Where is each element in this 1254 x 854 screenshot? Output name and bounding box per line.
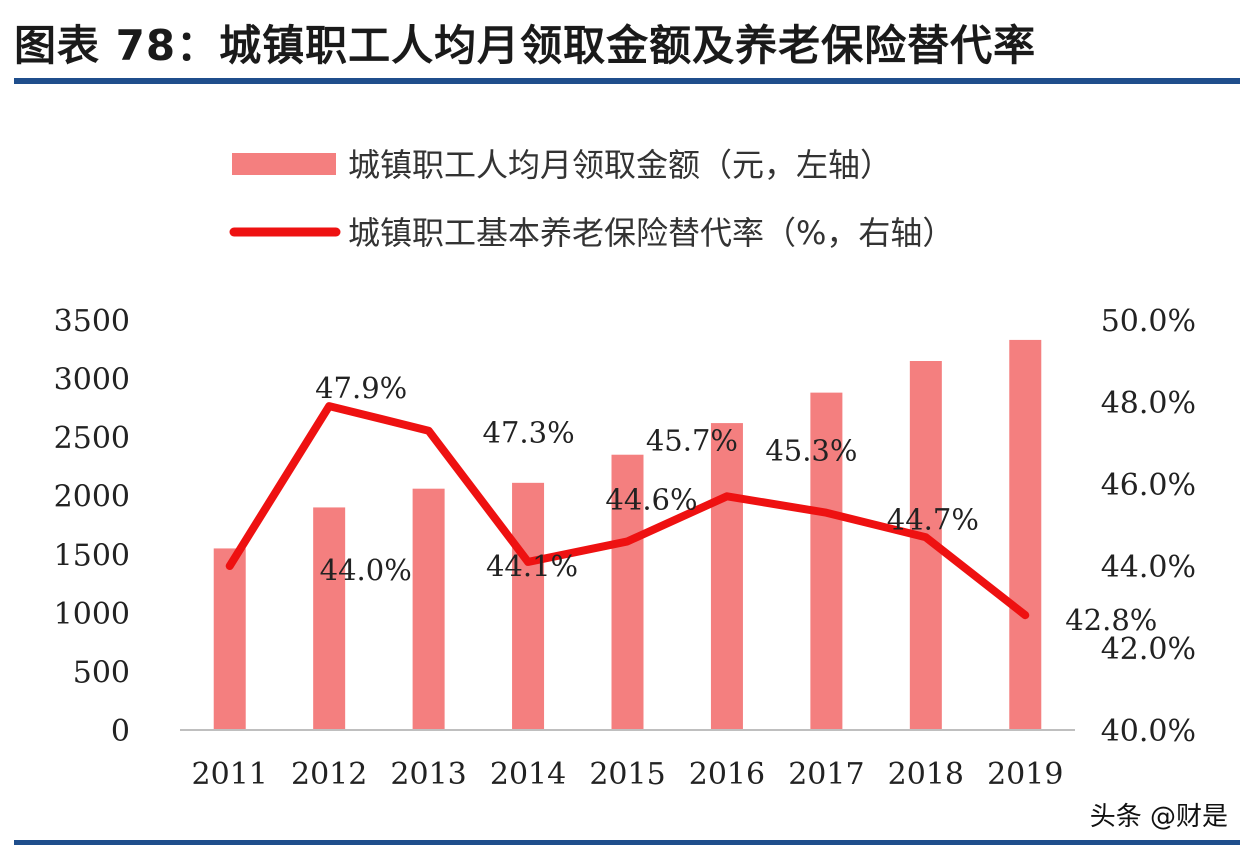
chart-title: 图表 78：城镇职工人均月领取金额及养老保险替代率 [14,21,1037,70]
y-right-tick: 42.0% [1101,632,1196,667]
data-label-2019: 42.8% [1065,603,1157,637]
data-label-2012: 47.9% [315,371,407,405]
data-label-2014: 44.1% [486,549,578,583]
y-right-tick: 46.0% [1101,468,1196,503]
title-rule [14,78,1240,84]
bar-2015 [611,454,644,730]
bar-2014 [512,482,545,730]
y-left-tick: 500 [73,655,130,690]
watermark: 头条 @财是 [1089,802,1228,832]
replacement-rate-line [225,402,1030,620]
y-left-tick: 3500 [54,304,130,339]
y-left-tick: 2000 [54,480,130,515]
bar-2012 [313,507,346,730]
bar-2013 [412,488,445,730]
bar-2017 [810,392,843,730]
x-tick-2016: 2016 [689,757,765,792]
x-tick-2018: 2018 [888,757,964,792]
footer-rule [14,840,1240,845]
y-left-tick: 1500 [54,538,130,573]
data-label-2011: 44.0% [320,553,412,587]
data-label-2017: 45.3% [765,434,857,468]
x-tick-2017: 2017 [788,757,864,792]
y-right-tick: 44.0% [1101,550,1196,585]
data-label-2018: 44.7% [887,502,979,536]
x-tick-2015: 2015 [589,757,665,792]
y-right-tick: 40.0% [1101,714,1196,749]
y-left-tick: 1000 [54,597,130,632]
x-tick-2014: 2014 [490,757,566,792]
bar-2016 [710,423,743,730]
x-tick-2019: 2019 [987,757,1063,792]
legend-bar-label: 城镇职工人均月领取金额（元，左轴） [348,146,892,184]
x-tick-2013: 2013 [390,757,466,792]
bar-2019 [1009,339,1042,730]
y-left-tick: 0 [111,714,130,749]
data-label-2015: 44.6% [605,482,697,516]
data-label-2016: 45.7% [646,423,738,457]
x-tick-2011: 2011 [192,757,268,792]
y-left-tick: 3000 [54,363,130,398]
y-right-tick: 50.0% [1101,304,1196,339]
x-tick-2012: 2012 [291,757,367,792]
y-left-tick: 2500 [54,421,130,456]
legend-bar-swatch [232,153,336,175]
legend-line-label: 城镇职工基本养老保险替代率（%，右轴） [348,214,954,252]
bar-2011 [213,548,246,730]
data-label-2013: 47.3% [483,416,575,450]
y-right-tick: 48.0% [1101,386,1196,421]
